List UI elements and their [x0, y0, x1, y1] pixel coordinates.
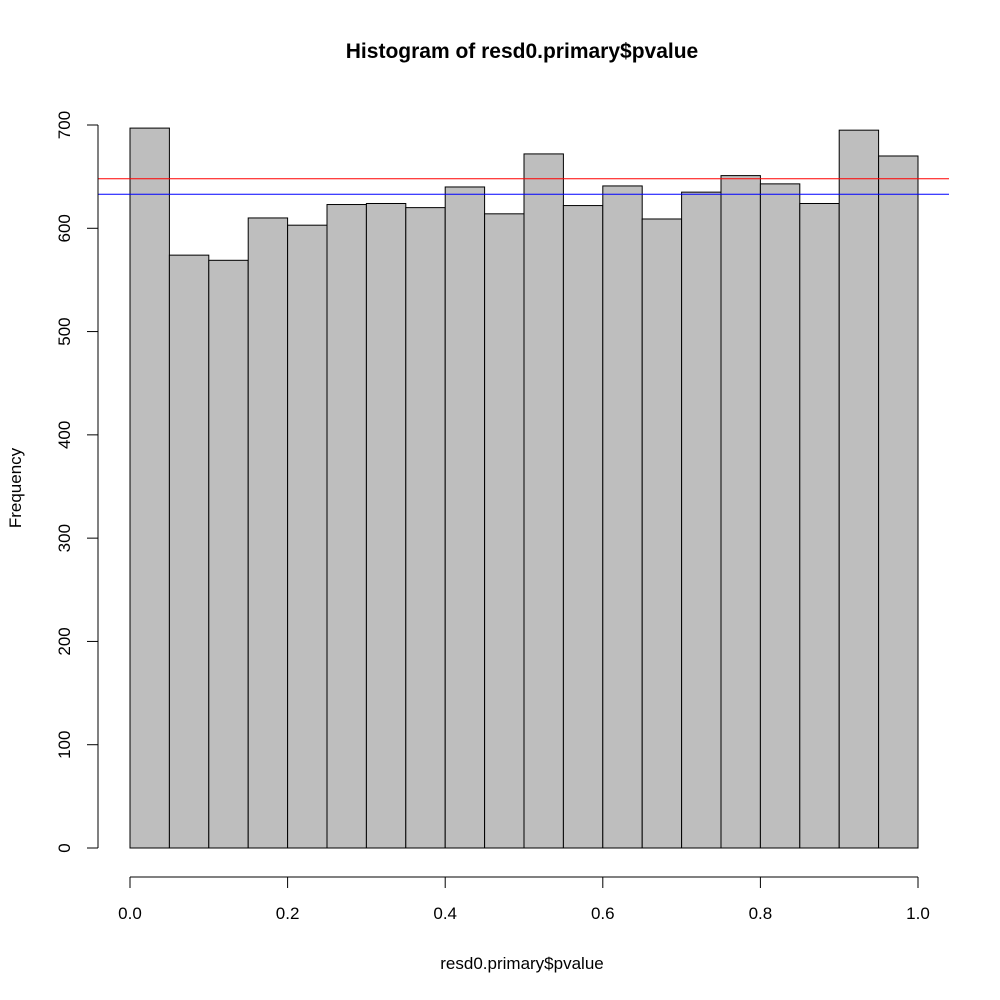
histogram-bar — [247, 217, 289, 849]
x-tick-label: 0.2 — [276, 904, 300, 923]
x-tick-label: 0.4 — [433, 904, 457, 923]
histogram-bar — [365, 202, 407, 849]
y-tick-label: 500 — [55, 317, 74, 345]
histogram-bar — [168, 254, 210, 849]
histogram-bar — [523, 153, 564, 849]
histogram-bar — [799, 202, 840, 849]
x-tick-label: 0.8 — [749, 904, 773, 923]
y-tick-label: 400 — [55, 421, 74, 449]
x-tick-label: 1.0 — [906, 904, 930, 923]
histogram-bar — [602, 185, 643, 849]
histogram-bar — [287, 224, 328, 849]
histogram-bar — [208, 259, 249, 849]
histogram-bar — [326, 204, 367, 849]
y-tick-label: 200 — [55, 627, 74, 655]
x-tick-label: 0.6 — [591, 904, 615, 923]
y-tick-label: 100 — [55, 731, 74, 759]
x-axis-label: resd0.primary$pvalue — [440, 954, 603, 973]
histogram-bar — [484, 213, 525, 849]
reference-lines-group — [98, 178, 949, 195]
histogram-bar — [878, 155, 919, 849]
histogram-bar — [129, 127, 170, 849]
histogram-bar — [641, 218, 683, 849]
y-axis: 0 100 200 300 400 500 600 700 — [55, 111, 99, 853]
histogram-bar — [405, 207, 446, 849]
y-axis-label: Frequency — [6, 447, 25, 528]
y-tick-label: 600 — [55, 214, 74, 242]
histogram-bar — [720, 175, 761, 849]
y-tick-label: 700 — [55, 111, 74, 139]
chart-title: Histogram of resd0.primary$pvalue — [346, 40, 698, 63]
bars-group — [129, 127, 919, 849]
x-axis: 0.0 0.2 0.4 0.6 0.8 1.0 — [118, 876, 930, 923]
histogram-bar — [681, 191, 722, 849]
y-tick-label: 0 — [55, 843, 74, 852]
y-tick-label: 300 — [55, 524, 74, 552]
histogram-bar — [759, 183, 801, 849]
histogram-bar — [562, 205, 604, 849]
histogram-bar — [444, 186, 486, 849]
histogram-bar — [838, 129, 880, 849]
x-tick-label: 0.0 — [118, 904, 142, 923]
